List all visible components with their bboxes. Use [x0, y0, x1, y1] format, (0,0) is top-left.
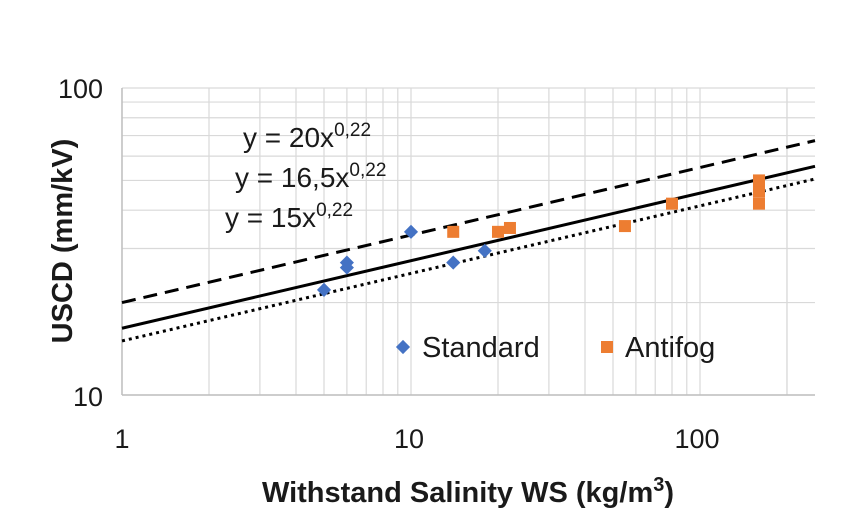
equation-label: y = 20x0,22	[243, 120, 371, 153]
legend-marker-antifog	[601, 341, 613, 353]
fit-line-solid	[121, 164, 816, 330]
data-point-antifog	[503, 221, 516, 234]
data-point-antifog	[491, 225, 504, 238]
fit-line-dashed	[121, 139, 816, 305]
data-point-antifog	[618, 220, 631, 233]
data-point-antifog	[665, 197, 678, 210]
data-point-standard	[339, 255, 354, 270]
data-point-antifog	[752, 174, 765, 187]
data-point-antifog	[447, 225, 460, 238]
data-point-antifog	[752, 197, 765, 210]
equation-label: y = 15x0,22	[225, 200, 353, 233]
legend-label-antifog: Antifog	[625, 332, 715, 364]
axes: 1 10 100 100 10 Withstand Salinity WS (k…	[47, 74, 720, 509]
x-tick-label: 1	[114, 424, 129, 454]
x-tick-label: 10	[394, 424, 424, 454]
y-tick-label: 100	[58, 74, 103, 104]
equation-label: y = 16,5x0,22	[235, 160, 386, 193]
data-point-standard	[316, 282, 332, 297]
data-point-antifog	[752, 185, 765, 198]
y-tick-label: 10	[73, 382, 103, 412]
data-point-standard	[403, 224, 419, 239]
y-axis-title: USCD (mm/kV)	[47, 139, 79, 344]
x-tick-label: 100	[674, 424, 719, 454]
equations: y = 20x0,22 y = 16,5x0,22 y = 15x0,22	[225, 120, 386, 233]
x-axis-title: Withstand Salinity WS (kg/m3)	[262, 474, 674, 509]
legend: Standard Antifog	[395, 332, 715, 364]
data-point-standard	[477, 243, 492, 258]
data-points	[316, 174, 765, 297]
legend-marker-standard	[395, 339, 411, 355]
legend-label-standard: Standard	[422, 332, 540, 364]
data-point-standard	[446, 255, 461, 270]
fit-lines	[121, 139, 816, 343]
